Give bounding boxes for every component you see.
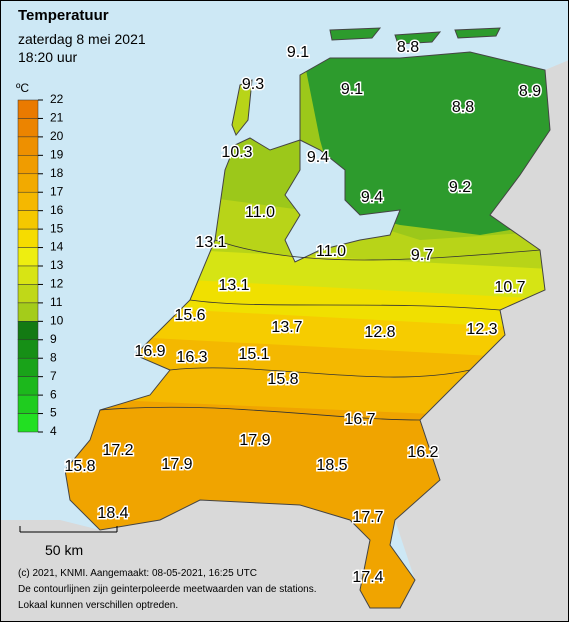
legend-tick-label: 13 <box>50 258 64 272</box>
island <box>231 79 253 136</box>
station-value: 13.1 <box>218 277 249 294</box>
station-value: 12.8 <box>364 324 395 341</box>
legend-tick-label: 10 <box>50 314 64 328</box>
legend-tick-label: 22 <box>50 92 64 106</box>
station-value: 15.8 <box>64 458 95 475</box>
legend-tick-label: 15 <box>50 221 64 235</box>
legend-tick-label: 4 <box>50 424 57 438</box>
station-value: 9.4 <box>307 149 329 166</box>
band <box>300 52 550 235</box>
stations: 9.1 8.8 9.3 9.1 8.9 8.8 10.3 9.4 9.4 9.2 11.0 13.1 1… <box>63 38 543 588</box>
station-value: 15.6 <box>174 307 205 324</box>
legend-swatch <box>17 210 39 230</box>
footer-line: De contourlijnen zijn geinterpoleerde me… <box>18 584 317 595</box>
scale-label: 50 km <box>45 542 83 558</box>
station-value: 13.7 <box>271 319 302 336</box>
legend-swatch <box>17 191 39 211</box>
legend-swatch <box>17 394 39 414</box>
station-value: 16.2 <box>407 444 438 461</box>
station-value: 16.3 <box>176 349 207 366</box>
legend-swatch <box>17 284 39 304</box>
footer-line: Lokaal kunnen verschillen optreden. <box>18 600 178 611</box>
legend-tick-label: 5 <box>50 406 57 420</box>
legend-tick-label: 7 <box>50 369 57 383</box>
station-value: 9.3 <box>242 76 264 93</box>
station-value: 17.9 <box>161 456 192 473</box>
legend-swatch <box>17 247 39 267</box>
station-value: 13.1 <box>195 234 226 251</box>
station-value: 16.9 <box>134 343 165 360</box>
date: zaterdag 8 mei 2021 <box>18 31 146 47</box>
legend-swatch <box>17 302 39 322</box>
island <box>329 27 382 41</box>
station-value: 9.4 <box>361 189 383 206</box>
legend-tick-label: 11 <box>50 295 63 309</box>
station-value: 17.4 <box>352 569 383 586</box>
legend-swatch <box>17 339 39 359</box>
legend-tick-label: 6 <box>50 387 57 401</box>
station-value: 9.1 <box>341 81 363 98</box>
neighbouring-land <box>0 60 569 622</box>
station-value: 18.4 <box>97 505 128 522</box>
legend-tick-label: 17 <box>50 184 64 198</box>
legend-tick-label: 19 <box>50 148 64 162</box>
station-value: 11.0 <box>245 204 275 221</box>
station-value: 17.2 <box>102 442 133 459</box>
station-value: 15.1 <box>238 346 269 363</box>
title: Temperatuur <box>18 7 109 24</box>
time: 18:20 uur <box>18 49 77 65</box>
legend-tick-label: 21 <box>50 111 64 125</box>
legend-tick-label: 12 <box>50 277 64 291</box>
legend-swatch <box>17 118 39 138</box>
footer-line: (c) 2021, KNMI. Aangemaakt: 08-05-2021, … <box>18 568 257 579</box>
legend-tick-label: 8 <box>50 350 57 364</box>
legend-swatch <box>17 265 39 285</box>
legend-tick-label: 9 <box>50 332 57 346</box>
legend-swatch <box>17 321 39 341</box>
station-value: 12.3 <box>466 321 497 338</box>
station-value: 9.2 <box>449 179 471 196</box>
legend-tick-label: 20 <box>50 129 64 143</box>
station-value: 17.7 <box>352 509 383 526</box>
station-value: 15.8 <box>267 371 298 388</box>
legend-swatch <box>17 228 39 248</box>
station-value: 9.7 <box>411 247 433 264</box>
station-value: 8.8 <box>397 39 419 56</box>
legend-swatch <box>17 136 39 156</box>
station-value: 16.7 <box>344 411 375 428</box>
legend-swatch <box>17 173 39 193</box>
island <box>454 27 501 39</box>
legend: 22 21 20 19 18 17 16 15 14 13 12 11 10 9 8 7 6 5 4 <box>17 92 64 438</box>
legend-swatch <box>17 376 39 396</box>
legend-tick-label: 14 <box>50 240 64 254</box>
station-value: 18.5 <box>316 457 347 474</box>
legend-swatch <box>17 413 39 433</box>
legend-swatch <box>17 357 39 377</box>
legend-swatch <box>17 99 39 119</box>
station-value: 8.8 <box>452 99 474 116</box>
station-value: 10.3 <box>221 144 252 161</box>
station-value: 9.1 <box>287 44 309 61</box>
legend-swatch <box>17 155 39 175</box>
island <box>394 31 442 45</box>
ijsselmeer <box>284 139 401 263</box>
legend-unit: ºC <box>16 81 29 95</box>
legend-tick-label: 16 <box>50 203 64 217</box>
station-value: 8.9 <box>519 83 541 100</box>
station-value: 11.0 <box>316 243 346 260</box>
station-value: 17.9 <box>239 432 270 449</box>
station-value: 10.7 <box>494 279 525 296</box>
contour-line <box>99 239 541 421</box>
legend-tick-label: 18 <box>50 166 64 180</box>
